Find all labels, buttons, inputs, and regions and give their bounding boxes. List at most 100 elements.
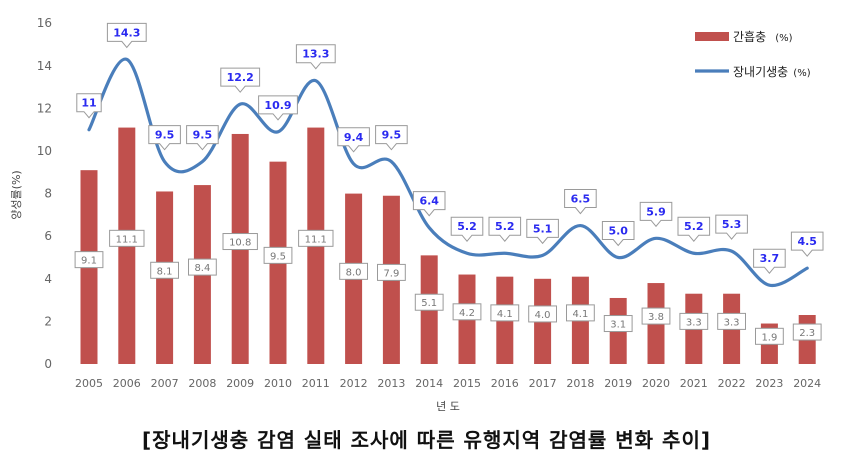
bar-data-label: 8.0 bbox=[346, 267, 362, 278]
line-data-label: 5.2 bbox=[457, 220, 477, 233]
x-tick-label: 2011 bbox=[302, 377, 330, 390]
line-label-callout bbox=[375, 125, 408, 151]
x-tick-label: 2016 bbox=[491, 377, 519, 390]
bar-data-label: 7.9 bbox=[383, 268, 399, 279]
x-axis-title: 년 도 bbox=[436, 400, 460, 413]
line-data-label: 6.5 bbox=[571, 193, 591, 206]
x-tick-label: 2022 bbox=[718, 377, 746, 390]
line-label-callout bbox=[148, 125, 181, 151]
x-tick-label: 2020 bbox=[642, 377, 670, 390]
bar-data-label: 8.1 bbox=[157, 266, 173, 277]
bar-data-label: 4.1 bbox=[497, 309, 513, 320]
bar-label-box bbox=[566, 304, 595, 322]
line-data-labels: 11 14.3 9.5 9.5 12.2 10.9 13.3 9.4 9.5 6.4 5.2 5.2 5… bbox=[76, 22, 824, 274]
bar-data-label: 2.3 bbox=[799, 328, 815, 339]
legend-bar-label: 간흡충 (%) bbox=[733, 26, 793, 45]
line-label-callout bbox=[186, 125, 219, 151]
line-label-callout bbox=[412, 191, 446, 217]
x-tick-label: 2014 bbox=[415, 377, 443, 390]
line-series bbox=[87, 57, 809, 287]
bar-label-box bbox=[717, 312, 747, 330]
bar-label-box bbox=[528, 305, 558, 323]
bar-label-box bbox=[263, 246, 293, 264]
legend-bar-swatch bbox=[695, 32, 729, 41]
bar-label-box bbox=[377, 263, 406, 281]
bar-data-labels: 9.1 11.1 8.1 8.4 10.8 9.5 11.1 8.0 7.9 5.1 4.2 4.1 4… bbox=[74, 229, 822, 345]
line-data-label: 6.4 bbox=[419, 195, 439, 208]
y-axis-title: 양성률(%) bbox=[10, 170, 23, 219]
bar-data-label: 1.9 bbox=[761, 332, 777, 343]
line-label-callout bbox=[790, 231, 824, 257]
y-tick-label: 2 bbox=[44, 314, 52, 328]
bar-label-box bbox=[603, 315, 633, 333]
line-label-callout bbox=[258, 95, 298, 121]
bar-data-label: 9.5 bbox=[270, 251, 286, 262]
y-tick-label: 12 bbox=[37, 101, 52, 115]
bar-data-label: 5.1 bbox=[421, 298, 437, 309]
line-data-label: 10.9 bbox=[264, 99, 291, 112]
x-tick-label: 2021 bbox=[680, 377, 708, 390]
x-tick-label: 2012 bbox=[340, 377, 368, 390]
bar-data-label: 11.1 bbox=[305, 234, 327, 245]
line-data-label: 5.2 bbox=[495, 220, 515, 233]
bar-label-box bbox=[452, 303, 482, 321]
line-label-callout bbox=[450, 216, 484, 243]
legend-line-label: 장내기생충 (%) bbox=[733, 61, 811, 80]
line-label-callout bbox=[526, 218, 559, 245]
bar-label-box bbox=[490, 304, 520, 322]
legend: 간흡충 (%) 장내기생충 (%) bbox=[695, 26, 811, 80]
bar-data-label: 9.1 bbox=[81, 256, 97, 267]
y-tick-label: 4 bbox=[44, 272, 52, 286]
bar-data-label: 3.1 bbox=[610, 320, 626, 331]
x-tick-label: 2015 bbox=[453, 377, 481, 390]
line-label-callout bbox=[753, 248, 786, 274]
line-data-label: 9.5 bbox=[155, 129, 175, 142]
y-tick-label: 10 bbox=[37, 144, 52, 158]
x-tick-label: 2023 bbox=[755, 377, 783, 390]
line-data-label: 9.4 bbox=[344, 131, 364, 144]
line-data-label: 5.0 bbox=[608, 225, 628, 238]
x-tick-label: 2013 bbox=[377, 377, 405, 390]
line-data-label: 9.5 bbox=[382, 129, 402, 142]
bar-label-box bbox=[755, 327, 784, 345]
bar-label-box bbox=[150, 261, 179, 279]
y-tick-label: 8 bbox=[44, 187, 52, 201]
line-label-callout bbox=[677, 216, 711, 243]
line-label-callout bbox=[106, 22, 147, 49]
bar-data-label: 4.0 bbox=[535, 310, 551, 321]
bar-data-label: 4.2 bbox=[459, 308, 475, 319]
x-tick-label: 2008 bbox=[188, 377, 216, 390]
line-data-label: 11 bbox=[81, 97, 96, 110]
x-tick-label: 2018 bbox=[566, 377, 594, 390]
line-data-label: 4.5 bbox=[797, 235, 817, 248]
bar-data-label: 3.8 bbox=[648, 312, 664, 323]
bar-data-label: 8.4 bbox=[194, 263, 210, 274]
line-data-label: 14.3 bbox=[113, 26, 140, 39]
x-tick-label: 2009 bbox=[226, 377, 254, 390]
bar-data-label: 11.1 bbox=[116, 234, 138, 245]
line-data-label: 9.5 bbox=[193, 129, 213, 142]
x-tick-label: 2005 bbox=[75, 377, 103, 390]
line-data-label: 3.7 bbox=[760, 252, 780, 265]
bar-label-box bbox=[641, 307, 671, 325]
bar-label-box bbox=[188, 258, 217, 276]
line-label-callout bbox=[564, 189, 597, 215]
x-tick-label: 2006 bbox=[113, 377, 141, 390]
line-data-label: 5.9 bbox=[646, 205, 666, 218]
line-label-callout bbox=[488, 216, 522, 243]
bar-label-box bbox=[339, 262, 369, 280]
line-label-callout bbox=[337, 127, 370, 153]
x-tick-label: 2017 bbox=[529, 377, 557, 390]
bar-label-box bbox=[222, 233, 258, 251]
bar-label-box bbox=[109, 229, 145, 247]
y-tick-label: 16 bbox=[37, 16, 52, 30]
line-data-label: 13.3 bbox=[302, 48, 329, 61]
line-label-callout bbox=[220, 67, 261, 93]
y-axis: 양성률(%) bbox=[10, 170, 23, 219]
line-data-label: 5.3 bbox=[722, 218, 742, 231]
bar-data-label: 3.3 bbox=[686, 317, 702, 328]
line-label-callout bbox=[295, 44, 336, 70]
x-tick-label: 2019 bbox=[604, 377, 632, 390]
y-tick-labels: 0 2 4 6 8 10 12 14 16 bbox=[37, 16, 52, 371]
